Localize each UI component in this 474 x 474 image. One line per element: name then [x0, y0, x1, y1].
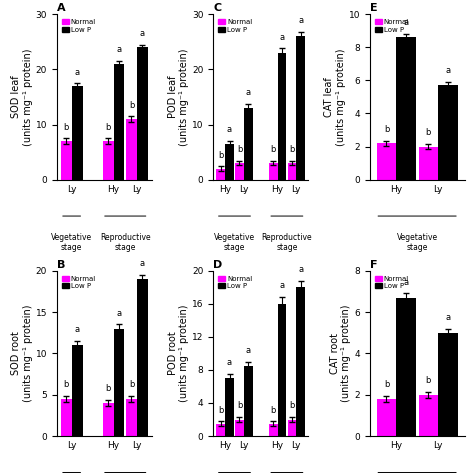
- Text: a: a: [445, 66, 450, 75]
- Text: A: A: [57, 3, 65, 13]
- Bar: [288, 419, 296, 436]
- Bar: [396, 37, 416, 180]
- Text: a: a: [403, 18, 409, 27]
- Text: a: a: [140, 29, 145, 38]
- Bar: [278, 304, 286, 436]
- Text: a: a: [279, 33, 284, 42]
- Legend: Normal, Low P: Normal, Low P: [60, 274, 98, 291]
- Bar: [114, 64, 125, 180]
- Text: E: E: [370, 3, 377, 13]
- Text: a: a: [298, 265, 303, 274]
- Legend: Normal, Low P: Normal, Low P: [60, 18, 98, 34]
- Text: a: a: [279, 282, 284, 291]
- Text: a: a: [117, 309, 122, 318]
- Legend: Normal, Low P: Normal, Low P: [373, 18, 410, 34]
- Bar: [72, 86, 82, 180]
- Bar: [137, 47, 148, 180]
- Bar: [438, 85, 457, 180]
- Bar: [114, 328, 125, 436]
- Text: b: b: [129, 100, 134, 109]
- Text: Vegetative
stage: Vegetative stage: [51, 233, 92, 252]
- Text: b: b: [64, 123, 69, 132]
- Bar: [296, 287, 305, 436]
- Bar: [61, 399, 72, 436]
- Bar: [61, 141, 72, 180]
- Bar: [269, 424, 278, 436]
- Bar: [244, 366, 253, 436]
- Text: b: b: [271, 406, 276, 415]
- Text: a: a: [74, 67, 80, 76]
- Bar: [438, 333, 457, 436]
- Bar: [72, 345, 82, 436]
- Text: a: a: [74, 325, 80, 334]
- Text: b: b: [106, 123, 111, 132]
- Bar: [296, 36, 305, 180]
- Text: b: b: [106, 384, 111, 393]
- Text: Vegetative
stage: Vegetative stage: [214, 233, 255, 252]
- Text: D: D: [213, 260, 223, 270]
- Bar: [288, 163, 296, 180]
- Y-axis label: SOD leaf
(units mg⁻¹ protein): SOD leaf (units mg⁻¹ protein): [11, 48, 33, 146]
- Text: F: F: [370, 260, 377, 270]
- Bar: [377, 399, 396, 436]
- Bar: [235, 419, 244, 436]
- Text: a: a: [117, 46, 122, 55]
- Bar: [377, 143, 396, 180]
- Bar: [225, 144, 234, 180]
- Text: a: a: [246, 346, 251, 355]
- Text: b: b: [237, 146, 242, 155]
- Bar: [419, 395, 438, 436]
- Text: a: a: [445, 313, 450, 322]
- Text: a: a: [403, 278, 409, 287]
- Legend: Normal, Low P: Normal, Low P: [217, 18, 254, 34]
- Text: b: b: [426, 376, 431, 385]
- Text: b: b: [426, 128, 431, 137]
- Y-axis label: CAT root
(units mg⁻¹ protein): CAT root (units mg⁻¹ protein): [330, 305, 351, 402]
- Text: b: b: [271, 146, 276, 155]
- Text: b: b: [384, 125, 389, 134]
- Bar: [126, 119, 137, 180]
- Text: b: b: [289, 146, 294, 155]
- Bar: [396, 298, 416, 436]
- Text: a: a: [246, 88, 251, 97]
- Bar: [217, 424, 225, 436]
- Bar: [269, 163, 278, 180]
- Text: b: b: [129, 380, 134, 389]
- Bar: [103, 403, 114, 436]
- Text: Reproductive
stage: Reproductive stage: [100, 233, 151, 252]
- Text: Vegetative
stage: Vegetative stage: [397, 233, 438, 252]
- Y-axis label: POD root
(units mg⁻¹ protein): POD root (units mg⁻¹ protein): [168, 305, 189, 402]
- Text: b: b: [218, 406, 223, 415]
- Text: C: C: [213, 3, 221, 13]
- Bar: [244, 108, 253, 180]
- Text: b: b: [384, 380, 389, 389]
- Bar: [217, 169, 225, 180]
- Bar: [126, 399, 137, 436]
- Text: B: B: [57, 260, 65, 270]
- Text: a: a: [227, 358, 232, 367]
- Legend: Normal, Low P: Normal, Low P: [217, 274, 254, 291]
- Bar: [225, 378, 234, 436]
- Legend: Normal, Low P: Normal, Low P: [373, 274, 410, 291]
- Text: a: a: [298, 16, 303, 25]
- Text: b: b: [289, 401, 294, 410]
- Bar: [235, 163, 244, 180]
- Y-axis label: CAT leaf
(units mg⁻¹ protein): CAT leaf (units mg⁻¹ protein): [324, 48, 346, 146]
- Bar: [103, 141, 114, 180]
- Text: b: b: [218, 151, 223, 160]
- Text: Reproductive
stage: Reproductive stage: [262, 233, 312, 252]
- Text: b: b: [237, 401, 242, 410]
- Y-axis label: SOD root
(units mg⁻¹ protein): SOD root (units mg⁻¹ protein): [11, 305, 33, 402]
- Bar: [137, 279, 148, 436]
- Text: b: b: [64, 380, 69, 389]
- Y-axis label: POD leaf
(units mg⁻¹ protein): POD leaf (units mg⁻¹ protein): [168, 48, 189, 146]
- Bar: [278, 53, 286, 180]
- Text: a: a: [227, 126, 232, 135]
- Bar: [419, 146, 438, 180]
- Text: a: a: [140, 259, 145, 268]
